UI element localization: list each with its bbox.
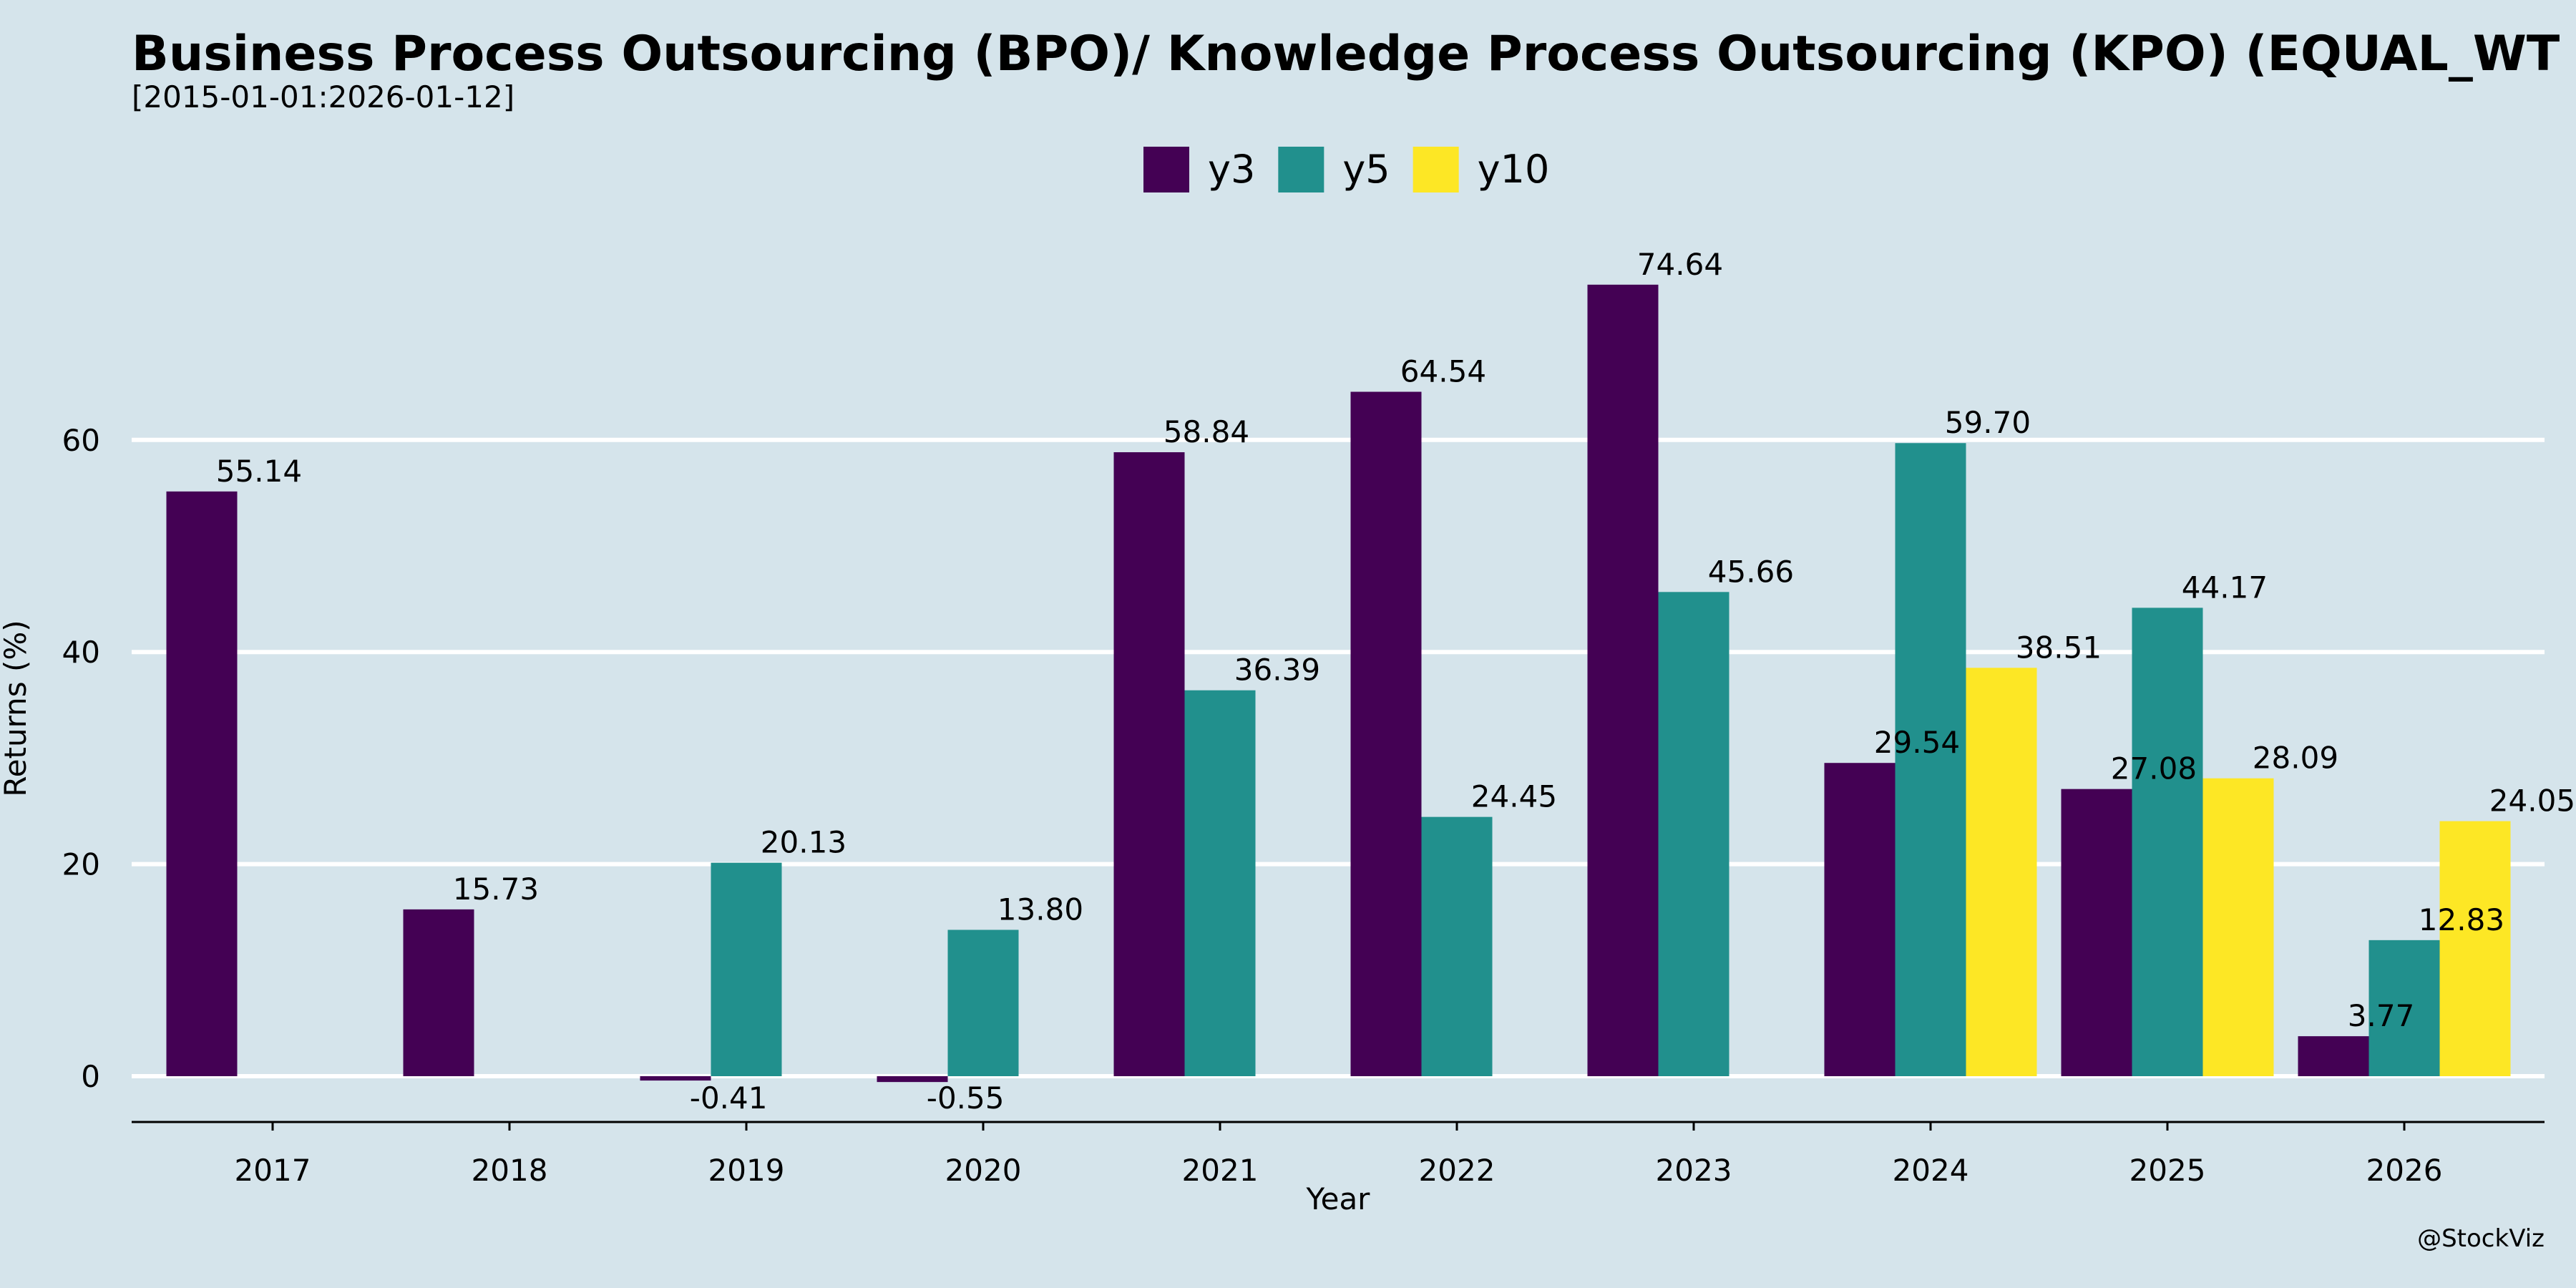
bar-y5-2019 — [711, 862, 782, 1076]
bar-y3-2017 — [166, 491, 238, 1076]
x-tick-label: 2020 — [945, 1153, 1022, 1188]
data-label: 55.14 — [216, 454, 302, 489]
bar-y3-2026 — [2298, 1036, 2369, 1076]
legend-swatch-y10 — [1413, 147, 1459, 192]
data-label: 44.17 — [2182, 570, 2268, 605]
legend-swatch-y5 — [1278, 147, 1324, 192]
legend-label: y10 — [1478, 147, 1550, 192]
y-tick-label: 0 — [81, 1059, 100, 1094]
bar-y5-2021 — [1184, 690, 1256, 1076]
bar-y3-2024 — [1824, 763, 1896, 1076]
x-tick-label: 2021 — [1182, 1153, 1259, 1188]
bar-y5-2024 — [1895, 443, 1966, 1076]
bar-y10-2024 — [1966, 668, 2037, 1076]
x-tick-label: 2024 — [1893, 1153, 1969, 1188]
y-tick-label: 40 — [62, 635, 100, 670]
data-label: 24.45 — [1471, 779, 1557, 814]
data-label: 45.66 — [1708, 554, 1794, 589]
data-label: 74.64 — [1637, 247, 1723, 282]
data-label: 64.54 — [1400, 354, 1486, 389]
bar-y5-2022 — [1421, 816, 1493, 1076]
data-label: 20.13 — [761, 825, 847, 860]
bar-y10-2025 — [2202, 778, 2274, 1076]
bar-y5-2026 — [2368, 940, 2440, 1076]
y-axis-label: Returns (%) — [0, 620, 33, 796]
bar-y5-2020 — [947, 930, 1019, 1076]
bar-y3-2021 — [1113, 452, 1185, 1076]
data-label: -0.41 — [690, 1080, 768, 1116]
y-tick-label: 20 — [62, 847, 100, 882]
data-label: 3.77 — [2348, 998, 2415, 1033]
bar-y5-2023 — [1658, 592, 1729, 1076]
data-label: -0.55 — [927, 1080, 1005, 1116]
bar-y3-2023 — [1587, 284, 1659, 1076]
x-tick-label: 2019 — [708, 1153, 785, 1188]
x-axis-label: Year — [1306, 1181, 1371, 1216]
data-label: 38.51 — [2016, 630, 2102, 665]
data-label: 15.73 — [453, 872, 539, 907]
bar-y3-2025 — [2061, 789, 2132, 1076]
x-tick-label: 2023 — [1656, 1153, 1732, 1188]
bar-y10-2026 — [2439, 821, 2511, 1076]
data-label: 27.08 — [2111, 751, 2197, 786]
chart-title: Business Process Outsourcing (BPO)/ Know… — [132, 26, 2560, 82]
data-label: 28.09 — [2253, 741, 2338, 776]
x-tick-label: 2018 — [472, 1153, 548, 1188]
y-tick-label: 60 — [62, 423, 100, 458]
x-ticks: 2017 2018 2019 2020 2021 2022 2023 2024 2025 2026 — [235, 1122, 2443, 1188]
x-tick-label: 2025 — [2129, 1153, 2206, 1188]
legend-label: y3 — [1208, 147, 1255, 192]
bar-y3-2020 — [877, 1076, 948, 1083]
data-label: 12.83 — [2419, 902, 2504, 937]
bar-y3-2018 — [403, 909, 474, 1076]
data-label: 29.54 — [1874, 725, 1960, 760]
data-label: 59.70 — [1945, 405, 2031, 440]
legend-label: y5 — [1342, 147, 1390, 192]
bars — [166, 284, 2511, 1083]
data-label: 36.39 — [1234, 653, 1320, 688]
watermark: @StockViz — [2417, 1224, 2545, 1253]
data-label: 58.84 — [1163, 414, 1249, 449]
bar-y3-2022 — [1350, 391, 1422, 1076]
bar-y5-2025 — [2132, 608, 2203, 1076]
x-tick-label: 2017 — [235, 1153, 311, 1188]
data-label: 13.80 — [997, 892, 1083, 927]
x-tick-label: 2026 — [2366, 1153, 2443, 1188]
legend: y3 y5 y10 — [1143, 147, 1549, 192]
x-tick-label: 2022 — [1419, 1153, 1496, 1188]
chart-subtitle: [2015-01-01:2026-01-12] — [132, 79, 514, 114]
data-labels: 55.14 15.73 -0.41 20.13 -0.55 13.80 58.84 36.39… — [216, 247, 2575, 1116]
legend-swatch-y3 — [1143, 147, 1189, 192]
bar-y3-2019 — [640, 1076, 711, 1081]
data-label: 24.05 — [2489, 784, 2575, 819]
